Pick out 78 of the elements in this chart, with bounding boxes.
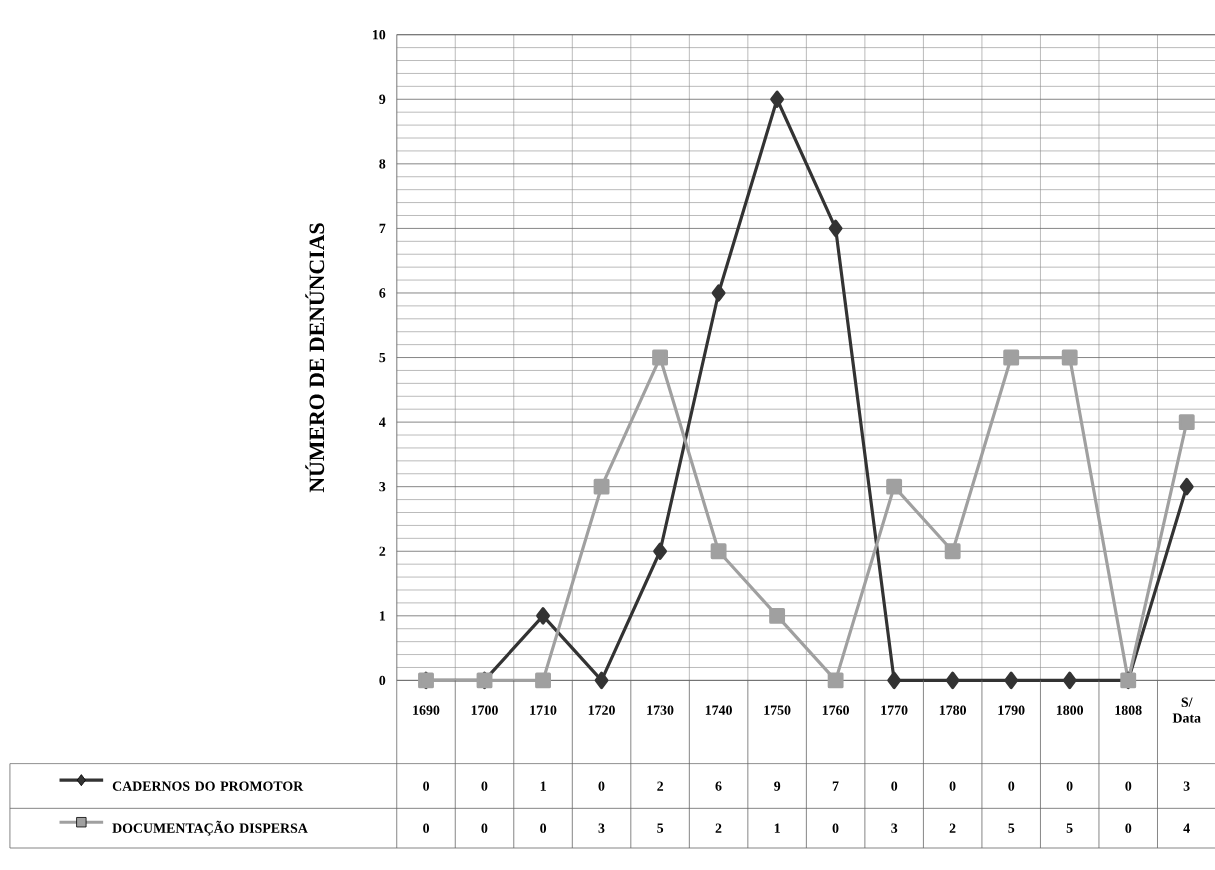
data-label: 5 — [1008, 823, 1015, 833]
y-axis-title: NÚMERO DE DENÚNCIAS — [305, 223, 325, 493]
y-tick-label: 3 — [379, 482, 386, 492]
data-label: 0 — [1125, 823, 1132, 833]
point — [710, 543, 727, 560]
data-label: 4 — [1183, 823, 1190, 833]
x-tick-label: 1700 — [471, 705, 498, 715]
data-label: 5 — [1066, 823, 1073, 833]
point — [1062, 671, 1077, 690]
data-label: 2 — [949, 823, 956, 833]
data-label: 0 — [1008, 781, 1015, 791]
point — [1179, 478, 1194, 496]
x-tick-label: S/ Data — [1172, 697, 1201, 723]
data-label: 0 — [423, 781, 430, 791]
point — [887, 671, 902, 690]
data-label: 0 — [481, 781, 488, 791]
y-tick-label: 10 — [373, 30, 386, 40]
x-tick-label: 1690 — [413, 705, 440, 715]
x-tick-label: 1780 — [939, 705, 967, 715]
data-label: 7 — [832, 781, 839, 791]
x-tick-label: 1770 — [881, 705, 908, 715]
point — [886, 478, 903, 495]
data-label: 9 — [774, 781, 781, 791]
y-tick-label: 5 — [379, 353, 386, 363]
data-label: 5 — [657, 823, 664, 833]
y-tick-label: 7 — [379, 223, 386, 234]
point — [770, 90, 785, 109]
y-tick-label: 1 — [379, 611, 386, 621]
y-tick-label: 2 — [379, 546, 386, 556]
x-tick-label: 1710 — [530, 705, 557, 715]
data-label: 0 — [423, 823, 430, 833]
point — [827, 672, 844, 689]
x-tick-label: 1790 — [998, 705, 1025, 715]
x-tick-label: 1740 — [705, 705, 732, 715]
data-label: 2 — [715, 823, 722, 833]
point — [653, 542, 668, 561]
x-tick-label: 1720 — [588, 705, 615, 715]
x-tick-label: 1760 — [822, 705, 849, 715]
data-label: 1 — [540, 781, 546, 791]
data-label: 0 — [540, 823, 547, 833]
data-label: 0 — [949, 781, 956, 791]
point — [769, 607, 786, 624]
legend-label: DOCUMENTAÇÃO DISPERSA — [112, 820, 308, 836]
point — [828, 219, 843, 238]
y-tick-label: 0 — [379, 675, 386, 686]
point — [1003, 349, 1020, 366]
x-tick-label: 1730 — [647, 705, 674, 715]
y-tick-label: 9 — [379, 94, 386, 104]
point — [1004, 671, 1019, 690]
point — [593, 478, 610, 495]
point — [535, 672, 551, 689]
data-label: 0 — [481, 823, 488, 833]
data-label: 3 — [891, 823, 898, 833]
data-label: 1 — [774, 823, 780, 833]
point — [1178, 414, 1195, 431]
data-label: 0 — [598, 781, 605, 791]
x-tick-label: 1800 — [1056, 705, 1084, 715]
point — [594, 671, 609, 690]
data-label: 0 — [1066, 781, 1073, 791]
y-tick-label: 4 — [379, 417, 386, 427]
data-label: 0 — [832, 823, 839, 833]
data-label: 2 — [657, 781, 664, 791]
point — [944, 543, 961, 560]
legend-label: CADERNOS DO PROMOTOR — [112, 781, 304, 791]
x-tick-label: 1808 — [1115, 705, 1142, 715]
y-tick-label: 6 — [379, 288, 386, 298]
data-label: 3 — [598, 823, 605, 833]
point — [945, 671, 960, 690]
data-label: 0 — [1125, 781, 1132, 791]
data-label: 0 — [891, 781, 898, 791]
data-label: 6 — [715, 781, 722, 791]
y-tick-label: 8 — [379, 159, 386, 169]
point — [711, 284, 726, 302]
point — [652, 349, 669, 366]
data-label: 3 — [1183, 781, 1190, 791]
point — [536, 607, 550, 625]
x-tick-label: 1750 — [764, 705, 791, 715]
point — [1061, 349, 1078, 366]
